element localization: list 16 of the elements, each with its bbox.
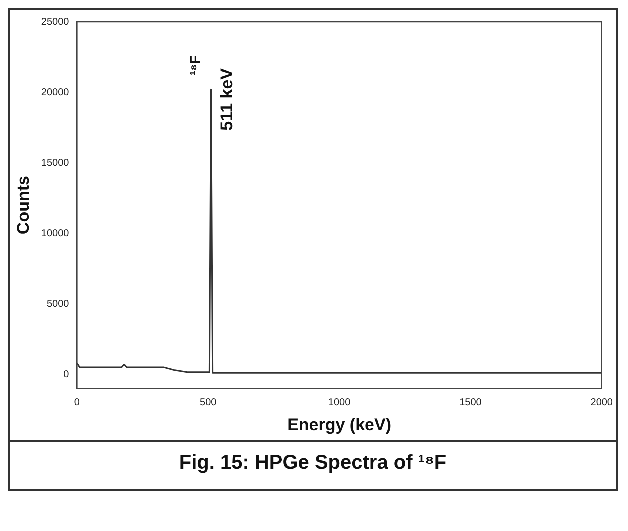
y-tick-label: 5000 — [46, 298, 70, 310]
y-tick-label: 10000 — [41, 228, 70, 240]
x-tick-label: 1000 — [328, 397, 352, 408]
x-axis-title: Energy (keV) — [288, 415, 392, 434]
y-tick-label: 25000 — [41, 16, 70, 28]
x-tick-label: 500 — [200, 397, 218, 408]
y-tick-label: 15000 — [41, 158, 70, 169]
y-tick-label: 0 — [64, 369, 70, 380]
y-axis-title: Counts — [14, 176, 33, 235]
x-tick-label: 0 — [74, 397, 80, 408]
annotation: 511 keV — [217, 68, 236, 131]
annotation: ¹⁸F — [187, 55, 204, 76]
x-tick-label: 2000 — [590, 397, 614, 408]
text: Fig. 15: HPGe Spectra of ¹⁸F — [10, 440, 616, 489]
x-tick-label: 1500 — [460, 397, 482, 408]
y-tick-label: 20000 — [41, 87, 70, 98]
